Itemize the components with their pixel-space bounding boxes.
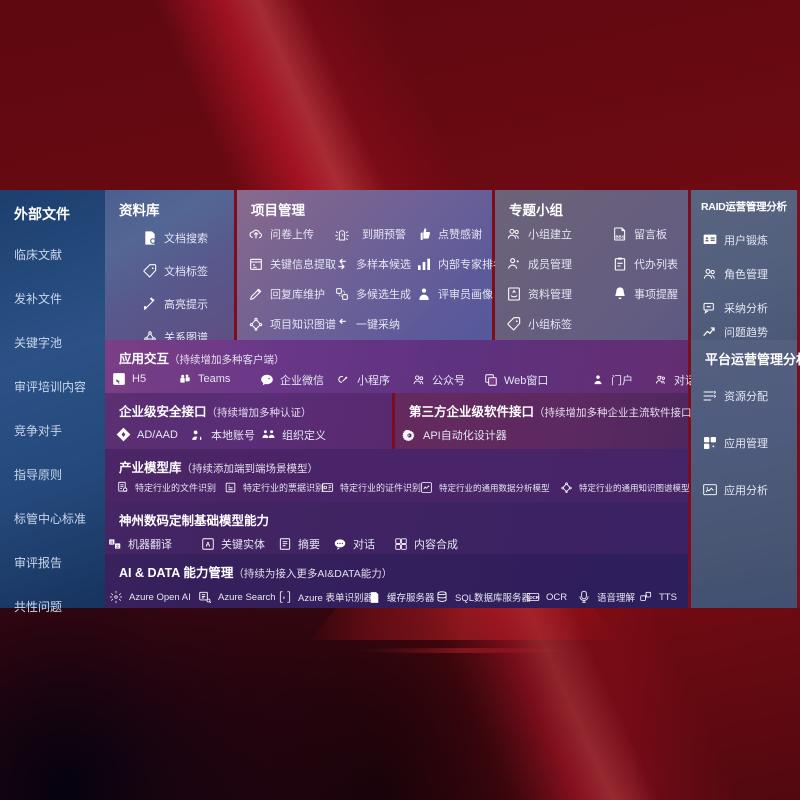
svg-text:A: A — [206, 542, 211, 549]
svg-text:OCR: OCR — [529, 595, 540, 600]
svg-text:文: 文 — [116, 544, 120, 549]
svg-text:BBS: BBS — [616, 234, 625, 239]
svg-text:e: e — [283, 595, 286, 600]
svg-text:译: 译 — [110, 540, 114, 545]
